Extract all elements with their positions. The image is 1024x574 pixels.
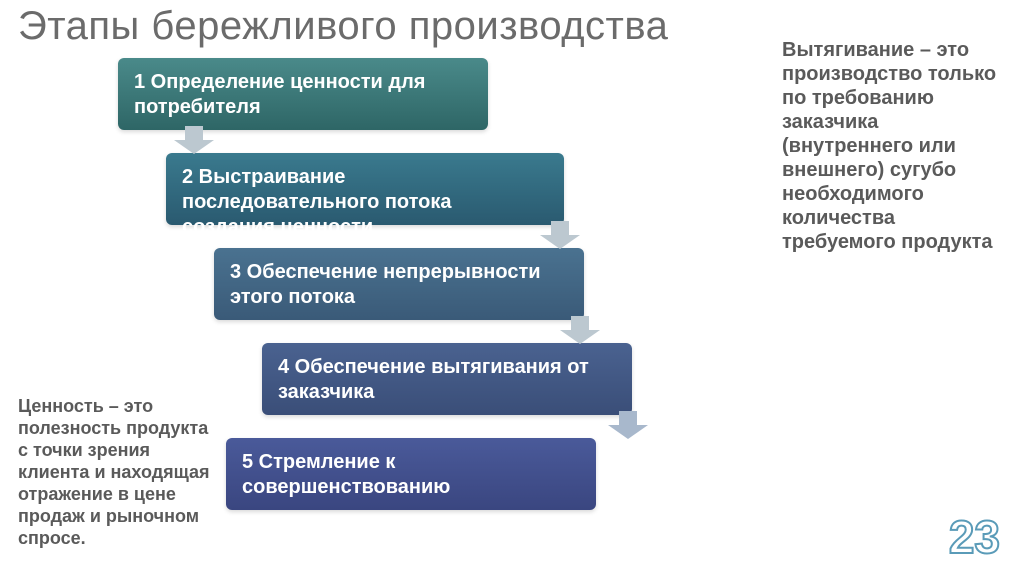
step-1: 1 Определение ценности для потребителя — [118, 58, 488, 130]
definition-pull: Вытягивание – это производство только по… — [782, 38, 1004, 254]
arrow-down-icon — [608, 411, 648, 439]
arrow-down-icon — [560, 316, 600, 344]
step-3: 3 Обеспечение непрерывности этого потока — [214, 248, 584, 320]
arrow-down-icon — [540, 221, 580, 249]
term-pull: Вытягивание — [782, 39, 914, 61]
step-2: 2 Выстраивание последовательного потока … — [166, 153, 564, 225]
term-value: Ценность — [18, 396, 104, 416]
page-number: 23 — [949, 510, 1000, 564]
term-pull-body: – это производство только по требованию … — [782, 39, 996, 253]
page-title: Этапы бережливого производства — [18, 4, 668, 49]
step-5: 5 Стремление к совершенствованию — [226, 438, 596, 510]
term-value-body: – это полезность продукта с точки зрения… — [18, 396, 210, 548]
step-4: 4 Обеспечение вытягивания от заказчика — [262, 343, 632, 415]
definition-value: Ценность – это полезность продукта с точ… — [18, 396, 218, 550]
arrow-down-icon — [174, 126, 214, 154]
